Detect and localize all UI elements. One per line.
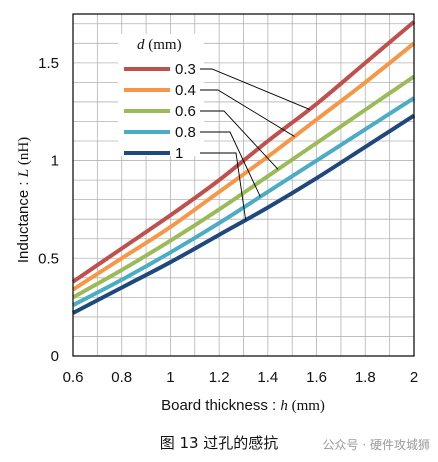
y-tick-label: 1	[51, 153, 59, 170]
series-line-0-4	[71, 41, 416, 292]
legend-label: 0.4	[175, 82, 196, 99]
legend-label: 1	[175, 145, 183, 162]
y-tick-label: 0.5	[38, 250, 59, 267]
x-tick-label: 1.4	[257, 369, 278, 386]
x-axis-label: Board thickness : h (mm)	[161, 397, 325, 414]
legend-label: 0.6	[175, 103, 196, 120]
figure-caption: 图 13 过孔的感抗	[160, 434, 279, 452]
legend-leader-line	[200, 110, 279, 170]
legend-label: 0.8	[175, 124, 196, 141]
x-tick-label: 1	[166, 369, 174, 386]
watermark: 公众号 · 硬件攻城狮	[323, 438, 430, 452]
legend-leader-line	[200, 131, 261, 197]
legend-title: d (mm)	[137, 37, 182, 53]
x-tick-label: 0.8	[111, 369, 132, 386]
x-tick-label: 1.6	[306, 369, 327, 386]
x-tick-label: 1.2	[209, 369, 230, 386]
y-tick-labels: 0 0.5 1 1.5	[38, 55, 59, 365]
x-tick-label: 0.6	[63, 369, 84, 386]
plot-frame	[72, 13, 415, 357]
y-tick-label: 0	[51, 348, 59, 365]
series-line-0-6	[72, 74, 416, 300]
x-tick-labels: 0.6 0.8 1 1.2 1.4 1.6 1.8 2	[63, 369, 419, 386]
legend-leader-line	[200, 152, 247, 221]
series-line-1	[72, 113, 416, 315]
legend-background	[118, 34, 204, 156]
legend-leader-lines	[200, 68, 310, 221]
x-tick-label: 1.8	[355, 369, 376, 386]
y-tick-label: 1.5	[38, 55, 59, 72]
legend-label: 0.3	[175, 61, 196, 78]
x-tick-label: 2	[410, 369, 418, 386]
legend-leader-line	[200, 89, 295, 137]
y-axis-label: Inductance : L (nH)	[15, 137, 32, 263]
legend-leader-line	[200, 68, 310, 110]
legend: d (mm) 0.3 0.4 0.6 0.8 1	[118, 34, 204, 162]
